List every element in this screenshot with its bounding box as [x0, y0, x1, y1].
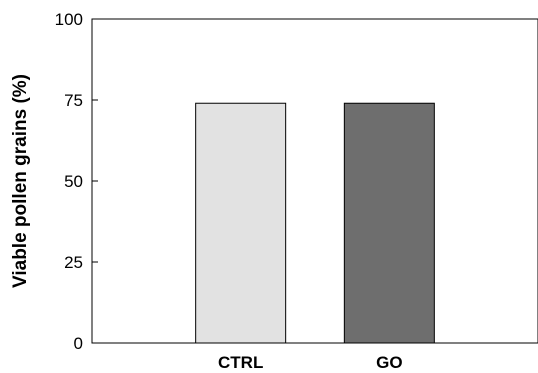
bars — [195, 102, 435, 344]
bar-go — [343, 102, 435, 344]
y-axis-title: Viable pollen grains (%) — [10, 74, 31, 288]
x-category-label: CTRL — [218, 353, 263, 372]
y-axis-ticks: 0 25 50 75 100 — [55, 10, 98, 353]
y-tick-label: 100 — [55, 10, 83, 29]
y-tick-label: 0 — [74, 334, 83, 353]
x-axis-labels: CTRL GO — [218, 353, 403, 372]
x-category-label: GO — [376, 353, 402, 372]
y-tick-label: 25 — [64, 253, 83, 272]
plot-area-frame — [91, 18, 538, 344]
y-tick-label: 75 — [64, 91, 83, 110]
y-tick-label: 50 — [64, 172, 83, 191]
bar-ctrl — [195, 102, 287, 344]
